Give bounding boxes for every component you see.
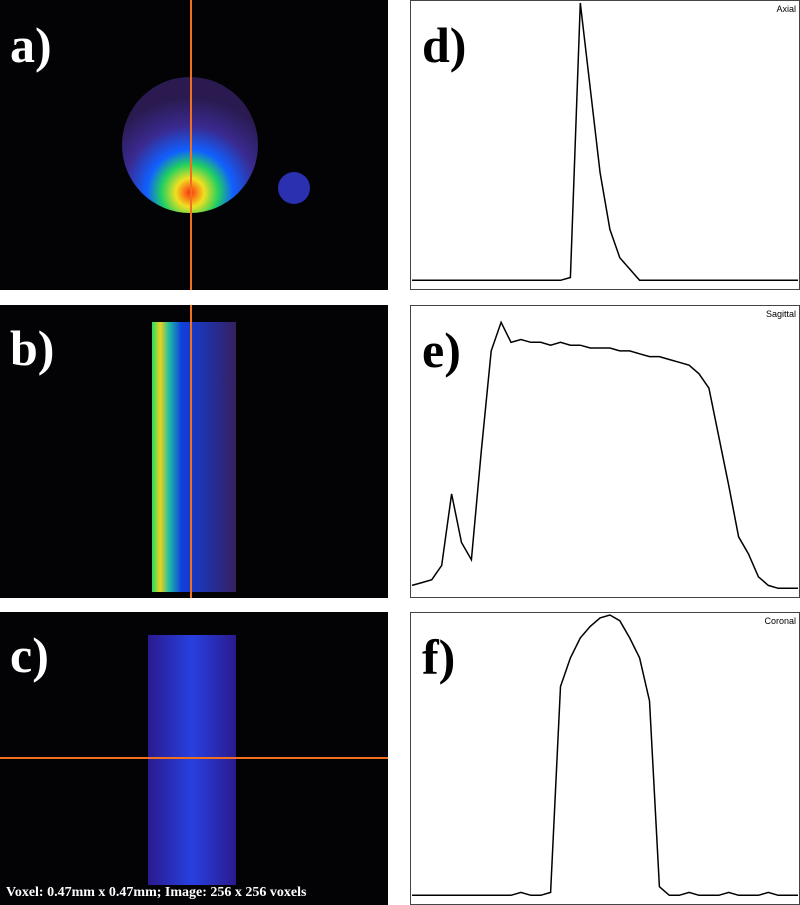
phantom bbox=[152, 322, 236, 592]
panel-label: c) bbox=[10, 627, 49, 683]
profile-line bbox=[412, 614, 798, 897]
panel-label: b) bbox=[10, 320, 54, 376]
profile-line bbox=[411, 320, 798, 590]
panel-label: e) bbox=[422, 322, 461, 378]
panel-label: d) bbox=[422, 17, 466, 73]
plot-title: Coronal bbox=[764, 616, 796, 626]
plot-frame bbox=[410, 0, 800, 290]
panel-label: a) bbox=[10, 17, 52, 73]
reference-tube bbox=[278, 172, 310, 204]
plot-title: Sagittal bbox=[766, 309, 796, 319]
caption: Voxel: 0.47mm x 0.47mm; Image: 256 x 256… bbox=[6, 885, 307, 900]
panel-label: f) bbox=[422, 629, 455, 685]
profile-line bbox=[412, 2, 798, 282]
plot-title: Axial bbox=[776, 4, 796, 14]
phantom bbox=[148, 635, 236, 885]
plot-frame bbox=[410, 305, 800, 598]
plot-frame bbox=[410, 612, 800, 905]
